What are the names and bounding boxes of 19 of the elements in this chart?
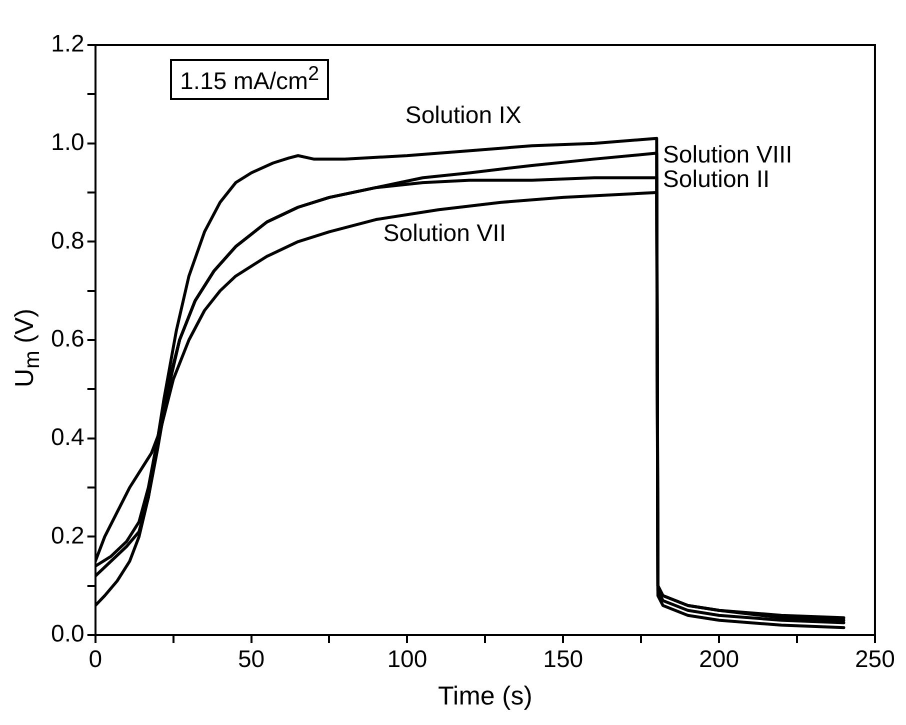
y-tick-label: 1.2: [50, 30, 84, 58]
x-tick-label: 250: [854, 646, 895, 674]
y-tick-label: 1.0: [50, 128, 84, 156]
x-tick-label: 0: [88, 646, 102, 674]
series-label: Solution II: [662, 166, 770, 193]
series-label: Solution IX: [405, 102, 522, 129]
annotation: 1.15 mA/cm$^{2}$: [170, 59, 330, 100]
y-tick-label: 0.4: [50, 424, 84, 451]
series-label: Solution VIII: [662, 141, 792, 168]
y-tick-label: 0.6: [50, 326, 84, 353]
x-tick-label: 200: [699, 646, 740, 674]
y-tick-label: 0.8: [50, 227, 84, 254]
series-label: Solution VII: [383, 220, 506, 247]
x-axis-title: Time (s): [438, 680, 532, 711]
x-tick-label: 100: [387, 646, 428, 674]
y-tick-label: 0.0: [50, 620, 84, 648]
x-tick-label: 150: [543, 646, 584, 674]
y-tick-label: 0.2: [50, 522, 84, 550]
x-tick-label: 50: [238, 646, 265, 674]
